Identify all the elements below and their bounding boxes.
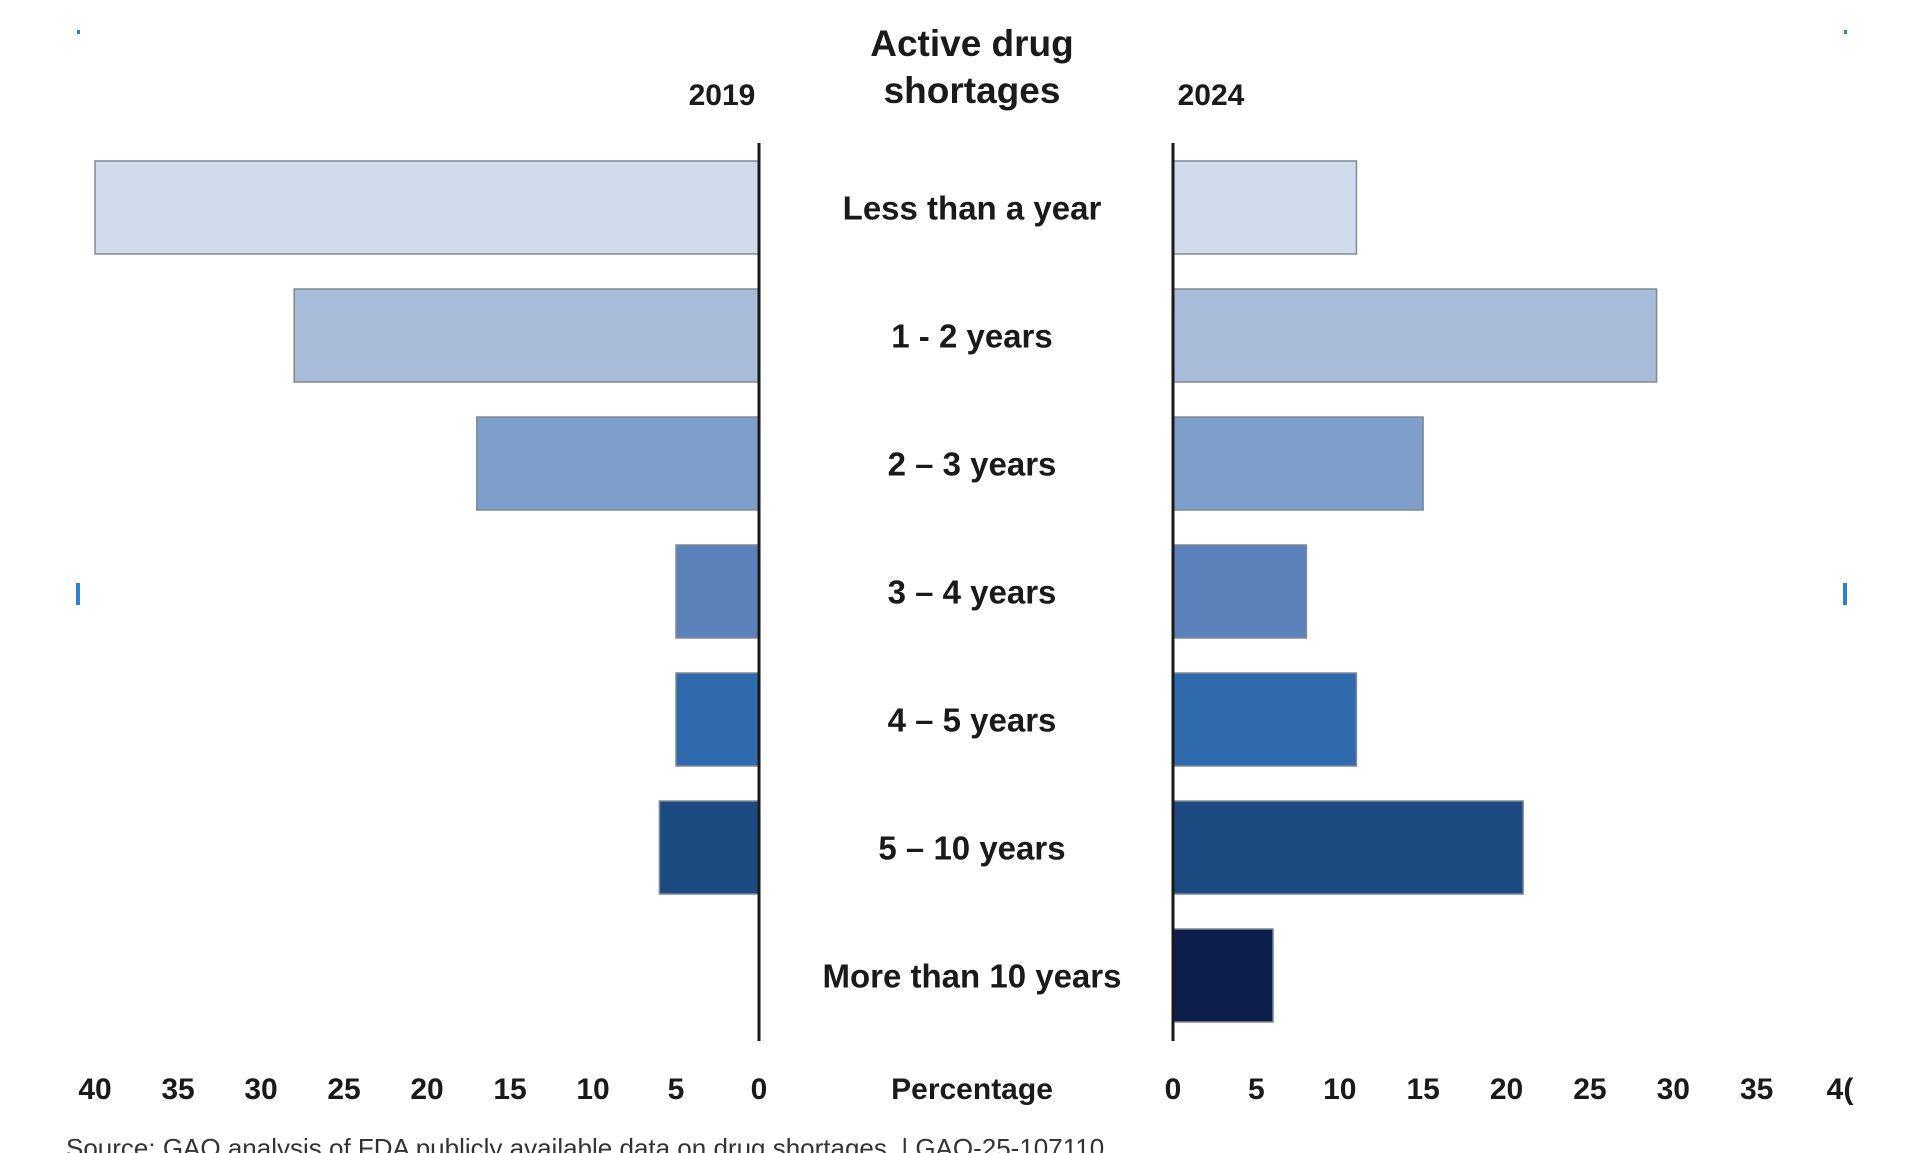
category-label-2-3-years: 2 – 3 years bbox=[888, 446, 1057, 483]
tick-label-right-5: 5 bbox=[1248, 1073, 1265, 1106]
bars-right-group bbox=[1172, 160, 1658, 1023]
bar-2019-5-10-years bbox=[658, 800, 760, 895]
bar-2019-2-3-years bbox=[476, 416, 760, 511]
tick-label-left-40: 40 bbox=[78, 1073, 111, 1106]
bar-2024-5-10-years bbox=[1172, 800, 1524, 895]
bar-2019-1-2-years bbox=[293, 288, 760, 383]
bar-2019-3-4-years bbox=[675, 544, 760, 639]
chart-title: Active drug bbox=[870, 23, 1074, 64]
tick-label-right-15: 15 bbox=[1406, 1073, 1439, 1106]
tick-label-right-40: 4( bbox=[1827, 1073, 1854, 1106]
category-label-5-10-years: 5 – 10 years bbox=[878, 830, 1065, 867]
edge-mark-top-left bbox=[77, 30, 80, 34]
tick-labels-left-group: 40 35 30 25 20 15 10 5 0 bbox=[78, 1073, 767, 1106]
source-note: Source: GAO analysis of FDA publicly ava… bbox=[66, 1133, 1104, 1153]
category-labels-group: Less than a year 1 - 2 years 2 – 3 years 3 … bbox=[823, 190, 1122, 995]
bar-2024-more-than-10-years bbox=[1172, 928, 1274, 1023]
bar-2019-less-than-a-year bbox=[94, 160, 760, 255]
tick-label-left-30: 30 bbox=[244, 1073, 277, 1106]
tick-label-right-35: 35 bbox=[1740, 1073, 1773, 1106]
tick-labels-right-group: 0 5 10 15 20 25 30 35 4( bbox=[1165, 1073, 1854, 1106]
category-label-4-5-years: 4 – 5 years bbox=[888, 702, 1057, 739]
bar-2024-3-4-years bbox=[1172, 544, 1308, 639]
series-label-right: 2024 bbox=[1178, 79, 1245, 112]
category-label-1-2-years: 1 - 2 years bbox=[891, 318, 1052, 355]
bar-2024-1-2-years bbox=[1172, 288, 1658, 383]
x-axis-label: Percentage bbox=[891, 1073, 1053, 1106]
tick-label-left-15: 15 bbox=[493, 1073, 526, 1106]
tick-label-left-5: 5 bbox=[668, 1073, 685, 1106]
tick-label-right-0: 0 bbox=[1165, 1073, 1182, 1106]
edge-mark-mid-right bbox=[1843, 583, 1847, 605]
category-label-less-than-a-year: Less than a year bbox=[843, 190, 1102, 227]
tick-label-left-35: 35 bbox=[161, 1073, 194, 1106]
tick-label-left-20: 20 bbox=[410, 1073, 443, 1106]
tick-label-right-30: 30 bbox=[1657, 1073, 1690, 1106]
bar-2024-less-than-a-year bbox=[1172, 160, 1358, 255]
bar-2019-4-5-years bbox=[675, 672, 760, 767]
edge-mark-mid-left bbox=[76, 583, 80, 605]
bar-2024-2-3-years bbox=[1172, 416, 1424, 511]
bar-2024-4-5-years bbox=[1172, 672, 1358, 767]
tick-label-left-25: 25 bbox=[327, 1073, 360, 1106]
tick-label-right-20: 20 bbox=[1490, 1073, 1523, 1106]
tick-label-left-10: 10 bbox=[576, 1073, 609, 1106]
edge-mark-top-right bbox=[1844, 30, 1847, 34]
tick-label-right-10: 10 bbox=[1323, 1073, 1356, 1106]
chart-title-line-2: shortages bbox=[884, 70, 1061, 111]
tick-label-right-25: 25 bbox=[1573, 1073, 1606, 1106]
tick-label-left-0: 0 bbox=[751, 1073, 768, 1106]
category-label-more-than-10-years: More than 10 years bbox=[823, 958, 1122, 995]
category-label-3-4-years: 3 – 4 years bbox=[888, 574, 1057, 611]
bars-left-group bbox=[94, 160, 760, 895]
series-label-left: 2019 bbox=[689, 79, 756, 112]
